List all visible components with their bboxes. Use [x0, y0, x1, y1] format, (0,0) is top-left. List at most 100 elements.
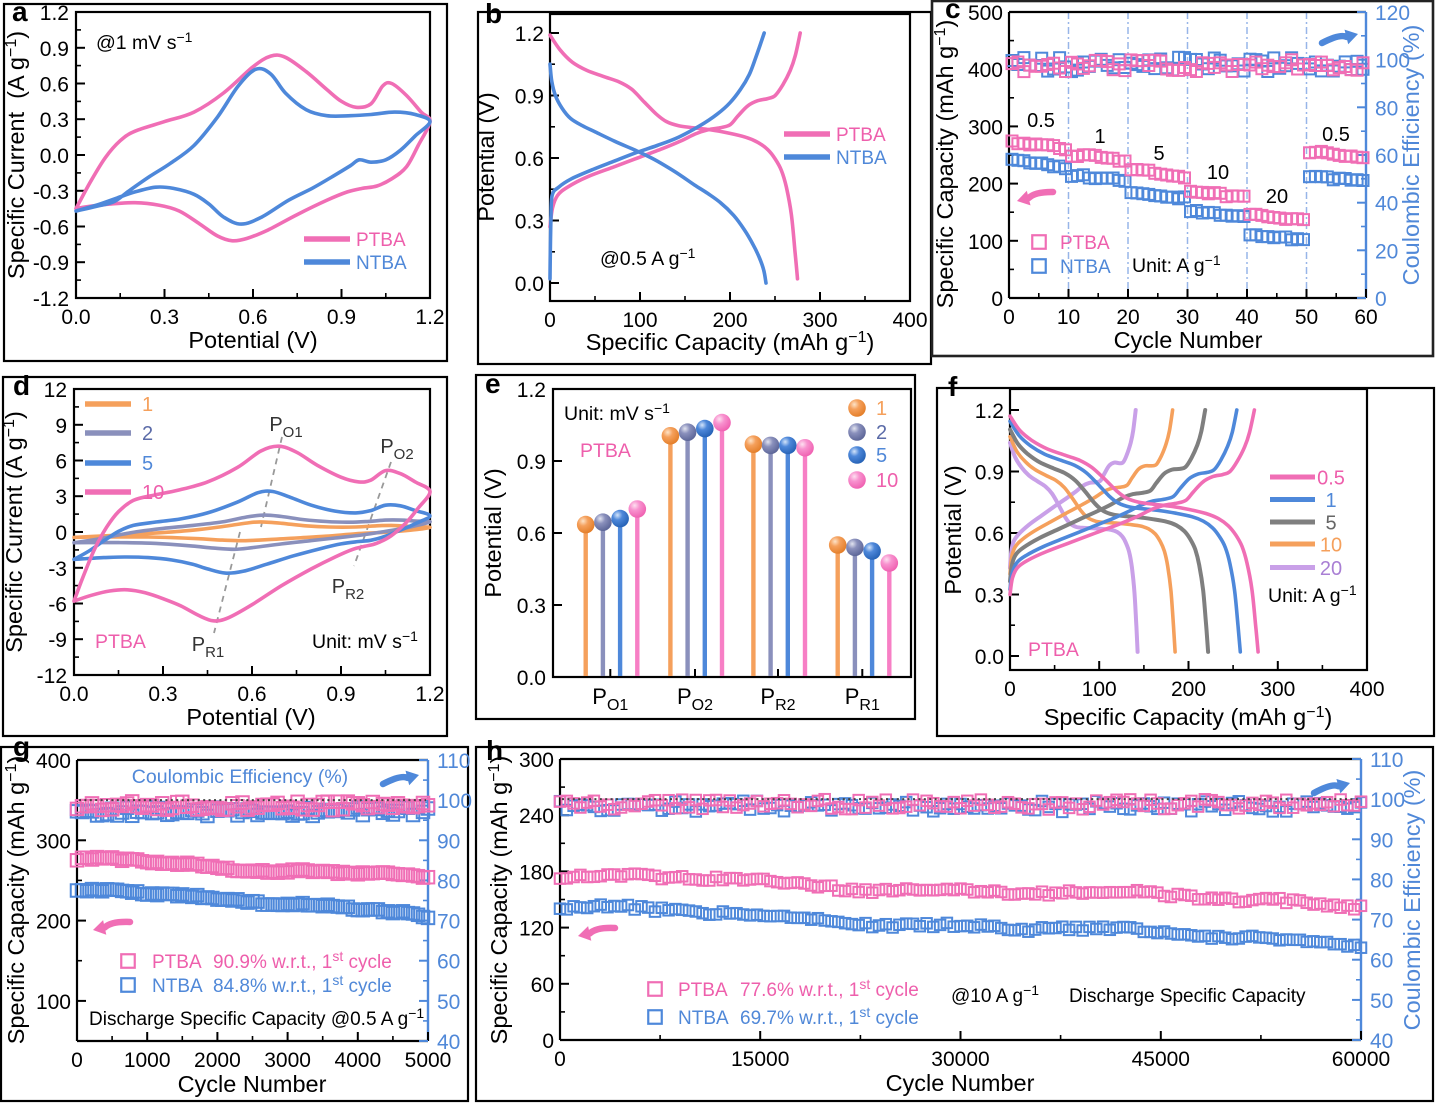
svg-text:15000: 15000 — [731, 1048, 789, 1071]
svg-text:Cycle Number: Cycle Number — [886, 1070, 1035, 1096]
svg-text:0.3: 0.3 — [975, 585, 1004, 608]
svg-text:-6: -6 — [48, 594, 67, 617]
svg-text:90: 90 — [437, 830, 460, 853]
svg-text:0.3: 0.3 — [517, 595, 546, 618]
svg-text:6: 6 — [55, 451, 67, 474]
svg-text:77.6% w.r.t., 1st cycle: 77.6% w.r.t., 1st cycle — [740, 976, 919, 1001]
svg-text:0.9: 0.9 — [326, 683, 355, 706]
svg-text:-0.9: -0.9 — [33, 252, 69, 275]
svg-text:Potential (V): Potential (V) — [480, 468, 506, 597]
svg-text:110: 110 — [437, 750, 470, 773]
svg-text:0.3: 0.3 — [40, 109, 69, 132]
svg-text:400: 400 — [892, 309, 927, 332]
svg-text:300: 300 — [1260, 678, 1295, 701]
svg-text:0: 0 — [55, 522, 67, 545]
svg-text:0.6: 0.6 — [238, 306, 267, 329]
svg-text:Discharge Specific Capacity @: Discharge Specific Capacity @0.5 A g−1 — [89, 1005, 424, 1030]
svg-text:300: 300 — [968, 116, 1003, 139]
svg-text:2: 2 — [142, 423, 153, 445]
svg-text:1.2: 1.2 — [415, 683, 444, 706]
svg-text:100: 100 — [1370, 789, 1405, 812]
svg-text:PTBA: PTBA — [95, 631, 146, 653]
svg-text:-0.6: -0.6 — [33, 217, 69, 240]
svg-text:240: 240 — [519, 805, 554, 828]
svg-text:-9: -9 — [48, 629, 67, 652]
svg-text:0.3: 0.3 — [150, 306, 179, 329]
svg-text:1.2: 1.2 — [517, 379, 546, 402]
svg-text:Specific Capacity (mAh g−1): Specific Capacity (mAh g−1) — [586, 329, 875, 355]
svg-text:5: 5 — [1153, 143, 1164, 165]
svg-text:80: 80 — [1375, 97, 1398, 120]
svg-text:0.0: 0.0 — [61, 306, 90, 329]
svg-text:100: 100 — [622, 309, 657, 332]
svg-text:Specific Current (A g−1): Specific Current (A g−1) — [1, 411, 27, 653]
svg-text:Coulombic Efficiency (%): Coulombic Efficiency (%) — [1398, 25, 1424, 286]
svg-text:NTBA: NTBA — [836, 148, 887, 169]
svg-text:200: 200 — [712, 309, 747, 332]
svg-text:9: 9 — [55, 415, 67, 438]
svg-text:1: 1 — [876, 398, 887, 420]
svg-text:0: 0 — [1375, 288, 1387, 311]
svg-text:NTBA: NTBA — [356, 253, 407, 274]
svg-text:300: 300 — [802, 309, 837, 332]
svg-text:90: 90 — [1370, 829, 1393, 852]
svg-text:PTBA: PTBA — [580, 440, 631, 462]
svg-text:f: f — [948, 371, 958, 402]
svg-text:Specific Capacity (mAh g−1): Specific Capacity (mAh g−1) — [3, 756, 29, 1045]
svg-text:2: 2 — [876, 422, 887, 444]
svg-text:0.0: 0.0 — [517, 667, 546, 690]
svg-text:Coulombic Efficiency (%): Coulombic Efficiency (%) — [132, 766, 348, 788]
svg-text:Discharge Specific Capacity: Discharge Specific Capacity — [1069, 986, 1306, 1007]
svg-text:400: 400 — [1349, 678, 1384, 701]
svg-text:4000: 4000 — [334, 1049, 381, 1072]
svg-text:g: g — [13, 731, 30, 762]
svg-text:0.5: 0.5 — [1322, 124, 1350, 146]
svg-text:400: 400 — [968, 59, 1003, 82]
svg-text:180: 180 — [519, 861, 554, 884]
svg-text:60: 60 — [437, 951, 460, 974]
svg-text:b: b — [485, 0, 502, 29]
svg-text:NTBA: NTBA — [678, 1008, 729, 1029]
svg-text:PTBA: PTBA — [836, 125, 886, 146]
svg-text:Unit: mV s−1: Unit: mV s−1 — [312, 628, 418, 653]
svg-text:0: 0 — [542, 1030, 554, 1053]
svg-text:0.9: 0.9 — [975, 462, 1004, 485]
svg-text:100: 100 — [1082, 678, 1117, 701]
svg-text:50: 50 — [1295, 306, 1318, 329]
svg-text:-12: -12 — [37, 665, 67, 688]
svg-text:50: 50 — [1370, 990, 1393, 1013]
svg-text:0.9: 0.9 — [40, 38, 69, 61]
svg-text:0.3: 0.3 — [148, 683, 177, 706]
svg-text:100: 100 — [968, 231, 1003, 254]
svg-text:1000: 1000 — [124, 1049, 171, 1072]
svg-text:Potential (V): Potential (V) — [186, 704, 315, 730]
svg-text:0: 0 — [1004, 678, 1016, 701]
svg-text:20: 20 — [1375, 240, 1398, 263]
svg-text:12: 12 — [44, 379, 67, 402]
svg-text:69.7% w.r.t., 1st cycle: 69.7% w.r.t., 1st cycle — [740, 1004, 919, 1029]
svg-text:Unit: A g−1: Unit: A g−1 — [1268, 582, 1357, 607]
svg-text:300: 300 — [36, 830, 71, 853]
svg-text:40: 40 — [1235, 306, 1258, 329]
svg-text:120: 120 — [519, 918, 554, 941]
svg-text:100: 100 — [1375, 50, 1410, 73]
svg-text:PTBA: PTBA — [1028, 639, 1079, 661]
svg-text:5000: 5000 — [405, 1049, 452, 1072]
svg-text:80: 80 — [437, 870, 460, 893]
svg-text:30: 30 — [1176, 306, 1199, 329]
svg-text:-0.3: -0.3 — [33, 181, 69, 204]
svg-text:1.2: 1.2 — [975, 400, 1004, 423]
svg-text:40: 40 — [437, 1031, 460, 1054]
svg-text:0.5: 0.5 — [1027, 110, 1055, 132]
svg-text:0.0: 0.0 — [40, 145, 69, 168]
svg-text:0.6: 0.6 — [975, 523, 1004, 546]
svg-text:1: 1 — [142, 394, 153, 416]
svg-text:0: 0 — [554, 1048, 566, 1071]
svg-text:10: 10 — [1207, 162, 1229, 184]
svg-text:Potential (V): Potential (V) — [188, 327, 317, 353]
svg-text:0.6: 0.6 — [40, 74, 69, 97]
svg-text:0.0: 0.0 — [975, 646, 1004, 669]
svg-text:1.2: 1.2 — [515, 23, 544, 46]
svg-text:h: h — [486, 735, 503, 766]
svg-text:0: 0 — [544, 309, 556, 332]
